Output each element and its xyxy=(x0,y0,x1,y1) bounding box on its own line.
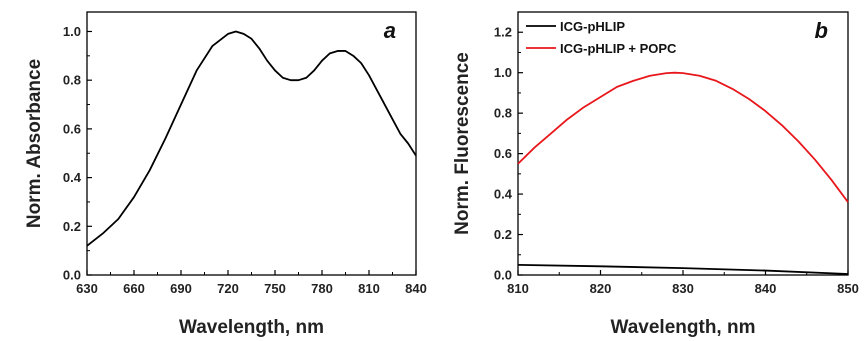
y-tick-label: 1.2 xyxy=(494,25,512,40)
x-tick-label: 720 xyxy=(217,281,239,296)
y-tick-label: 0.2 xyxy=(494,227,512,242)
legend-label: ICG-pHLIP xyxy=(560,19,625,34)
x-tick-label: 840 xyxy=(755,281,777,296)
series-line xyxy=(517,263,849,275)
plot-frame-a xyxy=(86,11,417,276)
x-tick-label: 850 xyxy=(837,281,859,296)
series-line xyxy=(517,71,849,203)
y-tick-label: 0.4 xyxy=(63,170,82,185)
y-tick-label: 0.8 xyxy=(494,106,512,121)
y-tick-label: 0.0 xyxy=(63,268,81,283)
y-tick-label: 0.4 xyxy=(494,187,513,202)
y-tick-label: 0.6 xyxy=(63,121,81,136)
x-tick-label: 820 xyxy=(590,281,612,296)
y-axis-title: Norm. Absorbance xyxy=(24,59,45,228)
series-line xyxy=(86,30,417,247)
y-tick-label: 1.0 xyxy=(63,24,81,39)
x-tick-label: 780 xyxy=(311,281,333,296)
panel-label: a xyxy=(384,18,396,43)
y-axis-title: Norm. Fluorescence xyxy=(452,52,473,235)
x-tick-label: 810 xyxy=(507,281,529,296)
x-tick-label: 810 xyxy=(358,281,380,296)
y-tick-label: 0.8 xyxy=(63,73,81,88)
x-axis-title: Wavelength, nm xyxy=(179,317,324,338)
y-tick-label: 0.6 xyxy=(494,146,512,161)
x-tick-label: 840 xyxy=(405,281,427,296)
legend-label: ICG-pHLIP + POPC xyxy=(560,41,677,56)
x-tick-label: 630 xyxy=(76,281,98,296)
x-axis-title: Wavelength, nm xyxy=(611,317,756,338)
y-tick-label: 0.2 xyxy=(63,219,81,234)
x-tick-label: 830 xyxy=(672,281,694,296)
y-tick-label: 1.0 xyxy=(494,65,512,80)
y-tick-label: 0.0 xyxy=(494,268,512,283)
x-tick-label: 660 xyxy=(123,281,145,296)
panel-label: b xyxy=(815,18,828,43)
x-tick-label: 750 xyxy=(264,281,286,296)
x-tick-label: 690 xyxy=(170,281,192,296)
